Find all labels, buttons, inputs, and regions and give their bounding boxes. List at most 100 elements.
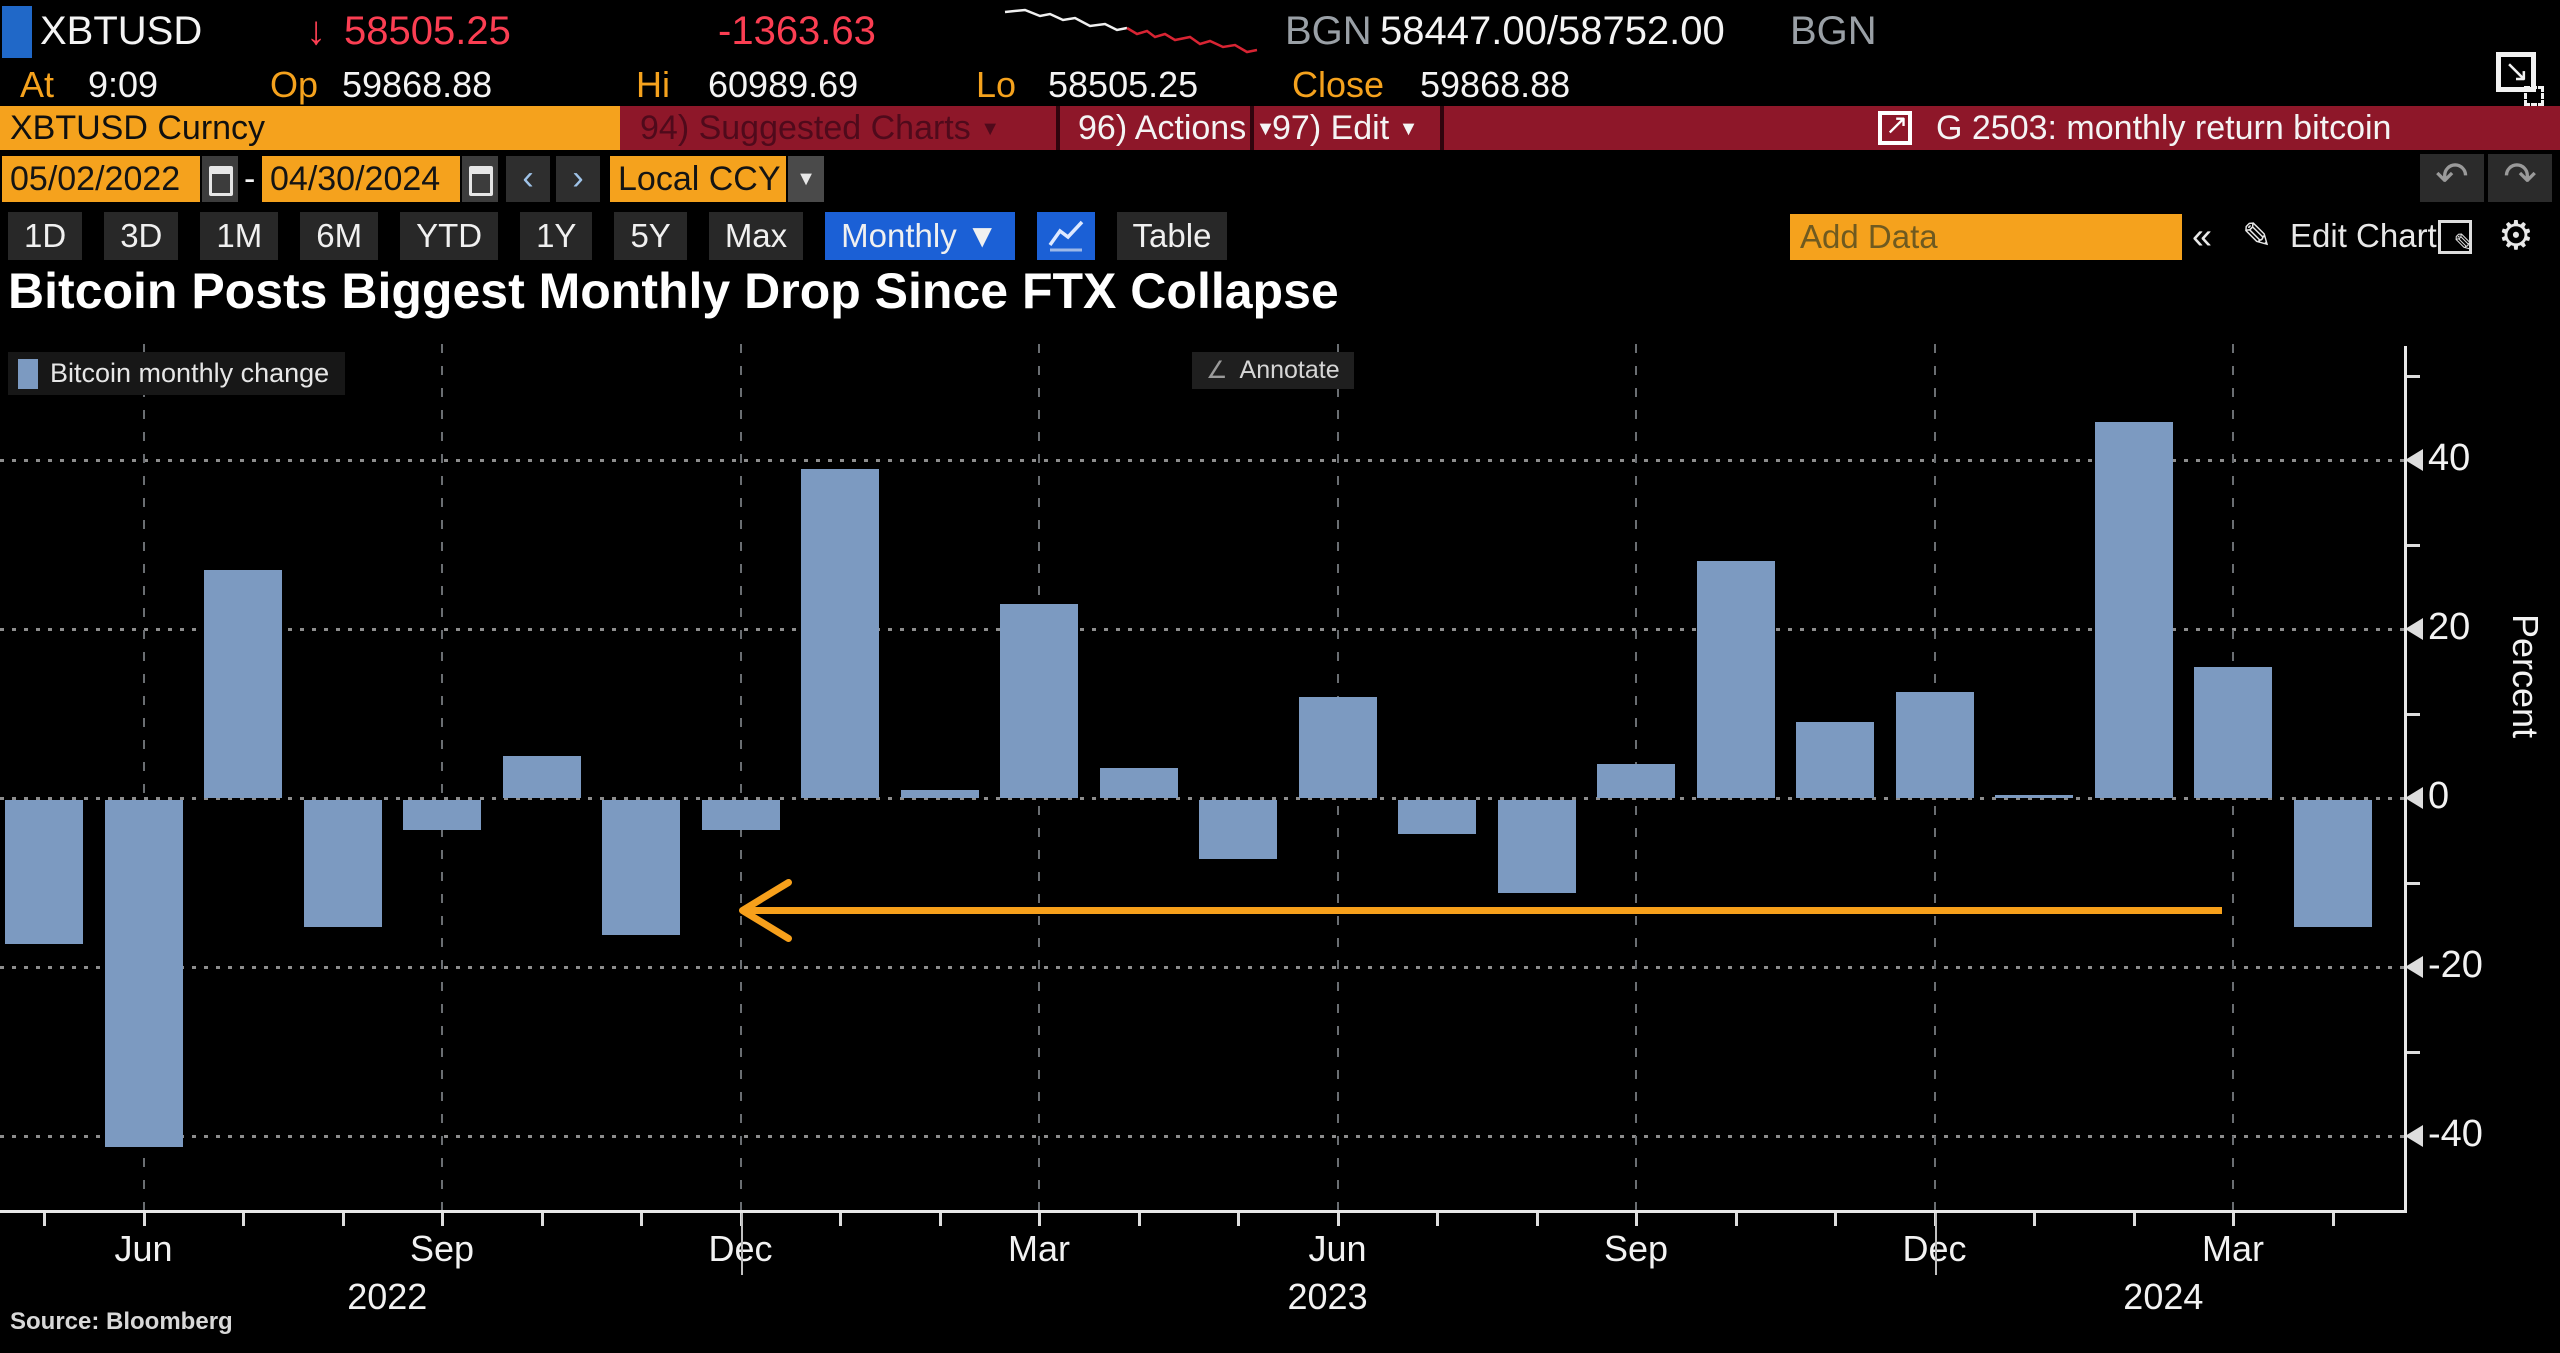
period-tab-5y[interactable]: 5Y	[614, 212, 687, 260]
currency-dropdown-button[interactable]: ▼	[788, 156, 824, 202]
bar-feb-2023	[900, 789, 979, 799]
bar-apr-2023	[1099, 768, 1178, 799]
saved-chart-name[interactable]: G 2503: monthly return bitcoin	[1936, 109, 2392, 147]
chevron-down-icon: ▼	[1398, 118, 1419, 140]
chevron-down-icon: ▼	[980, 118, 1001, 140]
calendar-icon	[209, 166, 233, 196]
frequency-select[interactable]: Monthly ▼	[825, 212, 1015, 260]
chart-toolbar: 1D 3D 1M 6M YTD 1Y 5Y Max Monthly ▼ Table Add Dat…	[0, 210, 2560, 264]
redo-button[interactable]: ↷	[2488, 154, 2552, 202]
menu-divider	[1440, 106, 1444, 150]
bar-mar-2023	[1000, 603, 1078, 799]
x-tick-oct-2023	[1734, 1210, 1738, 1226]
x-tick-nov-2023	[1834, 1210, 1837, 1226]
x-tick-feb-2024	[2132, 1210, 2136, 1226]
open-value: 59868.88	[342, 64, 493, 105]
annotate-button[interactable]: ∠ Annotate	[1192, 352, 1354, 389]
period-tab-max[interactable]: Max	[708, 212, 804, 260]
close-label: Close	[1292, 64, 1385, 105]
x-tick-apr-2024	[2331, 1210, 2335, 1226]
chart-notes-button[interactable]: ✎	[2438, 220, 2475, 258]
x-tick-sep-2022	[441, 1210, 444, 1226]
line-chart-icon	[1048, 220, 1083, 252]
y-tick-arrow-0	[2405, 787, 2423, 810]
y-tick-arrow--40	[2405, 1125, 2423, 1148]
period-tab-1d[interactable]: 1D	[8, 212, 83, 260]
send-to-monitor-icon[interactable]: ↘	[2494, 52, 2544, 106]
chart-settings-gear-button[interactable]: ⚙	[2498, 214, 2534, 258]
menu-divider	[1056, 106, 1060, 150]
x-tick-jan-2024	[2033, 1210, 2036, 1226]
x-label-sep-16: Sep	[1603, 1228, 1669, 1269]
x-label-mar-22: Mar	[2202, 1228, 2264, 1269]
security-input-field[interactable]: XBTUSD Curncy	[0, 106, 620, 150]
date-from-input[interactable]: 05/02/2022	[2, 156, 200, 202]
shift-range-forward-button[interactable]: ›	[556, 156, 600, 202]
period-tab-6m[interactable]: 6M	[300, 212, 379, 260]
calendar-icon	[469, 166, 493, 196]
date-from-calendar-button[interactable]	[202, 156, 238, 202]
launch-chart-icon[interactable]: ↗	[1878, 109, 1912, 145]
actions-menu[interactable]: 96) Actions ▼	[1078, 106, 1275, 151]
y-minor-tick-30	[2404, 543, 2420, 547]
last-price: 58505.25	[344, 9, 511, 53]
x-tick-aug-2022	[341, 1210, 345, 1226]
period-tab-ytd[interactable]: YTD	[400, 212, 499, 260]
period-tab-1m[interactable]: 1M	[200, 212, 279, 260]
line-chart-icon-button[interactable]	[1036, 212, 1095, 260]
period-tab-1y[interactable]: 1Y	[520, 212, 593, 260]
period-tabs: 1D 3D 1M 6M YTD 1Y 5Y Max Monthly ▼ Table	[8, 212, 1228, 260]
y-tick-label-0: 0	[2428, 775, 2450, 818]
collapse-panel-button[interactable]: «	[2192, 215, 2213, 256]
suggested-charts-label: 94) Suggested Charts	[640, 109, 971, 147]
chart-area: 40 20 0 -20 -40 Jun Sep Dec Mar Jun Sep Dec Mar 2022 2…	[0, 336, 2560, 1353]
x-tick-feb-2023	[938, 1210, 942, 1226]
at-time: 9:09	[88, 64, 159, 105]
bar-sep-2023	[1597, 764, 1675, 799]
intraday-sparkline	[1004, 8, 1258, 54]
at-label: At	[20, 64, 55, 105]
x-tick-aug-2023	[1535, 1210, 1539, 1226]
x-tick-may-2022	[43, 1210, 46, 1226]
table-view-button[interactable]: Table	[1116, 212, 1228, 260]
y-tick-label--40: -40	[2428, 1113, 2483, 1156]
pricing-source-right: BGN	[1790, 9, 1877, 53]
high-label: Hi	[636, 64, 670, 105]
add-data-input[interactable]: Add Data	[1790, 214, 2182, 260]
edit-chart-button[interactable]: Edit Chart	[2290, 217, 2437, 254]
pricing-source-left: BGN	[1285, 9, 1372, 53]
x-tick-jul-2022	[242, 1210, 245, 1226]
chevron-down-icon: ▼	[1255, 118, 1276, 140]
command-bar: XBTUSD Curncy 94) Suggested Charts ▼ 96)…	[0, 106, 2560, 150]
x-label-jun-1: Jun	[114, 1228, 173, 1269]
y-tick-label-40: 40	[2428, 437, 2471, 480]
bar-nov-2023	[1796, 722, 1874, 799]
gridline-h--40	[0, 1135, 2404, 1139]
bar-jul-2022	[204, 569, 282, 799]
x-label-jun-13: Jun	[1308, 1228, 1367, 1269]
y-axis-title: Percent	[2505, 613, 2546, 738]
x-tick-jun-2022	[142, 1210, 146, 1226]
date-to-input[interactable]: 04/30/2024	[262, 156, 460, 202]
source-note: Source: Bloomberg	[10, 1308, 233, 1335]
period-tab-3d[interactable]: 3D	[104, 212, 179, 260]
date-to-calendar-button[interactable]	[462, 156, 498, 202]
bar-dec-2022	[701, 800, 780, 830]
close-value: 59868.88	[1420, 64, 1571, 105]
pencil-icon: ✎	[2242, 215, 2273, 256]
undo-button[interactable]: ↶	[2420, 154, 2484, 202]
shift-range-back-button[interactable]: ‹	[506, 156, 550, 202]
bar-nov-2022	[602, 800, 680, 936]
bar-jan-2024	[1995, 795, 2073, 799]
gridline-h--20	[0, 966, 2404, 970]
launch-arrow-icon: ↗	[1885, 109, 1909, 140]
annotate-pencil-icon: ∠	[1206, 357, 1228, 384]
monitor-target-box	[2524, 86, 2544, 106]
x-tick-apr-2023	[1137, 1210, 1141, 1226]
currency-mode-select[interactable]: Local CCY	[610, 156, 786, 202]
x-tick-may-2023	[1237, 1210, 1240, 1226]
chart-legend: Bitcoin monthly change	[8, 352, 346, 395]
edit-menu[interactable]: 97) Edit ▼	[1272, 106, 1418, 151]
suggested-charts-menu[interactable]: 94) Suggested Charts ▼	[640, 106, 1000, 151]
